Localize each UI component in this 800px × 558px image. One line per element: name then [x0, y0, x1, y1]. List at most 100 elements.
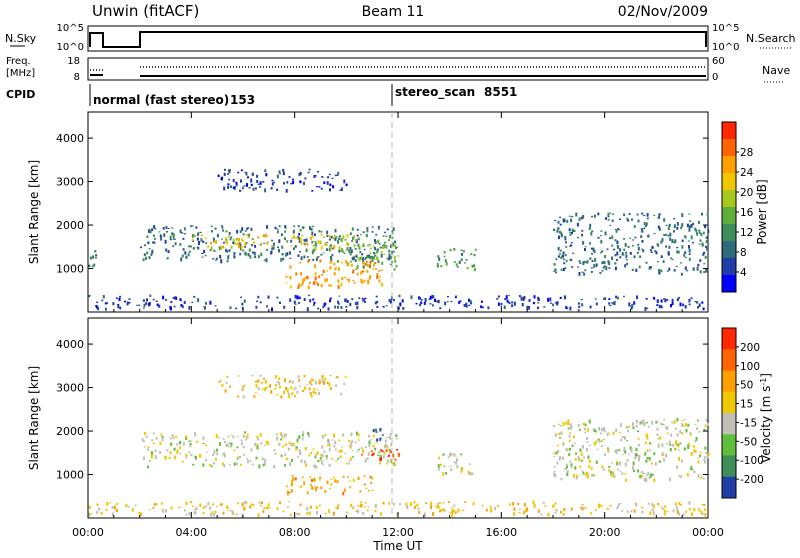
power-echo-cell [191, 238, 194, 242]
power-echo-cell [556, 301, 559, 304]
power-echo-cell [166, 257, 169, 260]
power-echo-cell [678, 296, 681, 299]
velocity-echo-cell [621, 454, 624, 456]
power-echo-cell [688, 213, 691, 215]
power-echo-cell [646, 217, 649, 220]
power-echo-cell [646, 307, 649, 310]
power-echo-cell [222, 246, 225, 249]
velocity-echo-cell [604, 453, 606, 456]
velocity-echo-cell [161, 508, 164, 511]
power-echo-cell [276, 228, 279, 230]
power-echo-cell [397, 307, 400, 310]
power-echo-cell [153, 241, 156, 244]
velocity-echo-cell [364, 502, 367, 504]
velocity-echo-cell [318, 380, 321, 385]
velocity-echo-cell [544, 505, 547, 507]
power-echo-cell [271, 247, 274, 251]
power-echo-cell [392, 227, 395, 231]
power-echo-cell [465, 302, 468, 307]
velocity-echo-cell [579, 428, 581, 431]
velocity-echo-cell [246, 435, 249, 438]
velocity-echo-cell [390, 459, 393, 463]
power-echo-cell [577, 266, 579, 268]
velocity-echo-cell [374, 447, 377, 451]
velocity-echo-cell [333, 445, 336, 448]
velocity-echo-cell [632, 422, 634, 426]
velocity-echo-cell [364, 446, 367, 448]
power-echo-cell [247, 252, 250, 257]
velocity-echo-cell [241, 502, 244, 507]
power-echo-cell [258, 186, 261, 188]
power-echo-cell [334, 267, 337, 271]
power-echo-cell [355, 254, 358, 256]
velocity-echo-cell [570, 463, 573, 467]
power-echo-cell [565, 259, 568, 263]
power-echo-cell [360, 278, 363, 283]
velocity-ytick-label: 3000 [56, 382, 84, 395]
velocity-echo-cell [571, 444, 574, 447]
velocity-echo-cell [171, 434, 174, 437]
velocity-echo-cell [382, 455, 385, 459]
velocity-echo-cell [621, 472, 624, 475]
power-echo-cell [605, 266, 608, 271]
nsky-label: N.Sky [5, 32, 37, 45]
velocity-echo-cell [221, 503, 223, 506]
velocity-echo-cell [190, 453, 193, 456]
power-echo-cell [170, 306, 172, 311]
velocity-echo-cell [697, 457, 699, 459]
power-echo-cell [367, 280, 370, 285]
velocity-echo-cell [179, 441, 181, 445]
velocity-echo-cell [601, 465, 604, 469]
power-echo-cell [314, 175, 317, 177]
power-echo-cell [289, 265, 292, 269]
velocity-echo-cell [518, 511, 521, 514]
velocity-echo-cell [273, 464, 276, 469]
velocity-echo-cell [554, 512, 557, 514]
power-echo-cell [576, 236, 579, 239]
velocity-echo-cell [704, 513, 707, 517]
power-echo-cell [97, 306, 100, 311]
power-echo-cell [470, 301, 473, 305]
velocity-echo-cell [634, 456, 637, 460]
velocity-echo-cell [581, 504, 584, 506]
velocity-echo-cell [357, 476, 360, 481]
power-echo-cell [513, 301, 516, 306]
velocity-echo-cell [379, 457, 382, 461]
power-echo-cell [658, 269, 661, 273]
velocity-echo-cell [285, 485, 288, 488]
velocity-echo-cell [239, 463, 242, 466]
velocity-echo-cell [558, 432, 561, 436]
velocity-echo-cell [189, 444, 192, 448]
power-echo-cell [458, 260, 461, 264]
power-echo-cell [644, 307, 647, 311]
power-echo-cell [343, 179, 346, 184]
power-echo-cell [292, 229, 295, 234]
power-echo-cell [210, 230, 213, 233]
power-echo-cell [681, 239, 684, 242]
velocity-echo-cell [698, 508, 701, 512]
velocity-echo-cell [646, 449, 649, 453]
power-echo-cell [242, 249, 245, 252]
power-echo-cell [617, 227, 620, 230]
velocity-echo-cell [574, 458, 577, 461]
velocity-echo-cell [153, 503, 156, 506]
velocity-echo-cell [262, 463, 265, 467]
power-echo-cell [371, 259, 374, 263]
power-echo-cell [331, 247, 334, 250]
power-echo-cell [589, 242, 591, 245]
power-echo-cell [698, 231, 701, 234]
power-echo-cell [559, 216, 562, 219]
power-echo-cell [264, 169, 267, 173]
velocity-echo-cell [518, 508, 521, 511]
power-echo-cell [306, 275, 309, 280]
power-echo-cell [566, 220, 569, 223]
power-echo-cell [443, 251, 446, 254]
velocity-echo-cell [666, 426, 669, 430]
power-echo-cell [642, 249, 645, 253]
velocity-echo-cell [638, 457, 640, 462]
velocity-echo-cell [413, 500, 416, 504]
power-echo-cell [313, 175, 316, 178]
velocity-echo-cell [211, 511, 214, 514]
velocity-echo-cell [572, 435, 575, 439]
velocity-echo-cell [227, 507, 230, 509]
